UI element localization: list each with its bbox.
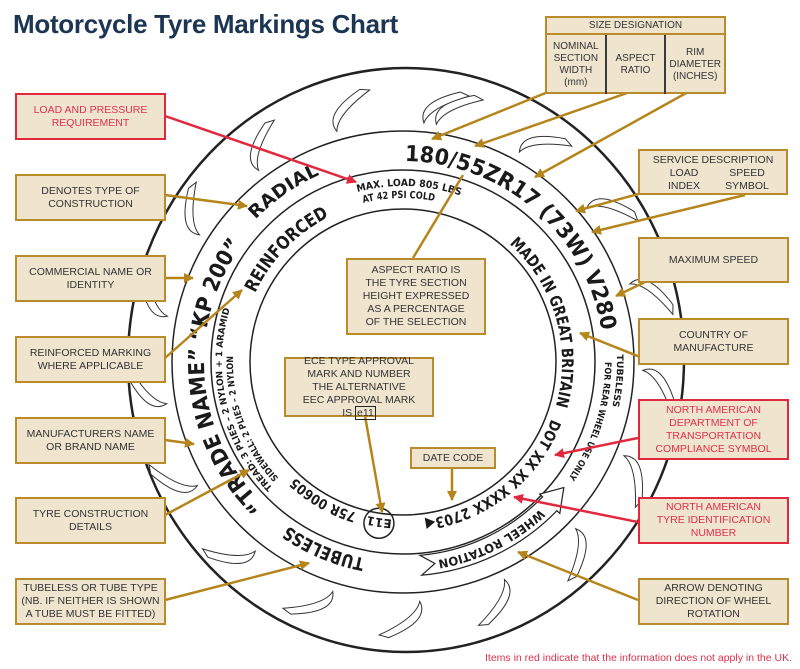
size-col-width: NOMINAL SECTION WIDTH (mm) <box>547 35 607 94</box>
leader-ece <box>363 415 386 513</box>
leader-construction-type <box>164 193 248 210</box>
box-construction-type: DENOTES TYPE OF CONSTRUCTION <box>15 174 166 221</box>
box-max-speed: MAXIMUM SPEED <box>638 237 789 283</box>
footnote: Items in red indicate that the informati… <box>484 652 792 664</box>
tread-groove <box>201 547 257 564</box>
box-label: MAXIMUM SPEED <box>668 253 759 266</box>
leader-manufacturer <box>164 437 195 448</box>
tread-groove <box>477 578 511 627</box>
tread-groove <box>628 279 674 316</box>
box-tyre-id: NORTH AMERICAN TYRE IDENTIFICATION NUMBE… <box>638 497 789 544</box>
leader-dot <box>554 436 639 459</box>
box-label: ASPECT RATIO IS THE TYRE SECTION HEIGHT … <box>362 264 470 328</box>
box-label: TUBELESS OR TUBE TYPE (NB. IF NEITHER IS… <box>21 582 160 620</box>
col-label: NOMINAL SECTION WIDTH (mm) <box>553 40 599 88</box>
leader-lines <box>164 90 746 602</box>
col-label: ASPECT RATIO <box>615 52 656 76</box>
size-col-aspect: ASPECT RATIO <box>607 35 667 94</box>
red-leader-lines <box>164 114 639 524</box>
leader-aspect <box>474 90 631 148</box>
box-label: NORTH AMERICAN TYRE IDENTIFICATION NUMBE… <box>656 501 771 539</box>
leader-country <box>579 331 641 359</box>
size-designation-title: SIZE DESIGNATION <box>547 18 724 35</box>
speed-symbol-label: SPEED SYMBOL <box>725 167 769 192</box>
box-label: LOAD AND PRESSURE REQUIREMENT <box>33 103 148 129</box>
box-construction-details: TYRE CONSTRUCTION DETAILS <box>15 497 166 544</box>
tread-groove <box>422 91 471 125</box>
box-rotation: ARROW DENOTING DIRECTION OF WHEEL ROTATI… <box>638 578 789 625</box>
tread-groove <box>377 599 423 639</box>
leader-construction-details <box>164 468 250 517</box>
leader-speed-symbol <box>591 193 746 235</box>
box-manufacturer: MANUFACTURERS NAME OR BRAND NAME <box>15 417 166 464</box>
ece-text: ECE TYPE APPROVAL MARK AND NUMBER THE AL… <box>302 354 416 419</box>
box-date-code: DATE CODE <box>410 447 496 469</box>
leader-reinforced <box>164 289 243 359</box>
tread-grooves <box>126 88 677 639</box>
e11-text: E11 <box>365 513 392 531</box>
box-label: ECE TYPE APPROVAL MARK AND NUMBER THE AL… <box>300 355 418 420</box>
tread-groove <box>184 181 201 236</box>
size-col-rim: RIM DIAMETER (INCHES) <box>666 35 724 94</box>
leader-aspect-note <box>411 174 465 259</box>
leader-max-speed <box>615 280 646 298</box>
leader-rotation <box>517 550 639 602</box>
box-label: DENOTES TYPE OF CONSTRUCTION <box>41 184 140 210</box>
col-label: RIM DIAMETER (INCHES) <box>669 46 722 82</box>
box-label: DATE CODE <box>422 451 484 464</box>
leader-tin <box>513 493 639 524</box>
box-label: NORTH AMERICAN DEPARTMENT OF TRANSPORTAT… <box>655 403 772 455</box>
box-label: REINFORCED MARKING WHERE APPLICABLE <box>29 346 152 372</box>
sidewall-middle-ring <box>210 169 596 555</box>
page-title: Motorcycle Tyre Markings Chart <box>13 9 398 39</box>
tread-groove <box>281 590 334 615</box>
box-aspect-ratio-note: ASPECT RATIO IS THE TYRE SECTION HEIGHT … <box>346 258 486 335</box>
leader-rim <box>534 90 689 179</box>
tread-groove <box>435 94 485 126</box>
tread-groove <box>249 119 276 172</box>
box-label: TYRE CONSTRUCTION DETAILS <box>32 507 149 533</box>
box-country: COUNTRY OF MANUFACTURE <box>638 318 789 365</box>
tread-groove <box>566 527 587 582</box>
box-tubeless: TUBELESS OR TUBE TYPE (NB. IF NEITHER IS… <box>15 578 166 625</box>
load-index-label: LOAD INDEX <box>667 167 701 192</box>
box-label: COMMERCIAL NAME OR IDENTITY <box>29 265 152 291</box>
box-dot-symbol: NORTH AMERICAN DEPARTMENT OF TRANSPORTAT… <box>638 399 789 460</box>
box-load-pressure: LOAD AND PRESSURE REQUIREMENT <box>15 93 166 140</box>
service-title: SERVICE DESCRIPTION <box>652 154 774 166</box>
tread-groove <box>148 463 199 493</box>
box-ece-approval: ECE TYPE APPROVAL MARK AND NUMBER THE AL… <box>284 355 434 420</box>
box-reinforced: REINFORCED MARKING WHERE APPLICABLE <box>15 336 166 383</box>
box-size-designation: SIZE DESIGNATION NOMINAL SECTION WIDTH (… <box>545 16 726 94</box>
tread-groove <box>332 88 371 133</box>
box-label: COUNTRY OF MANUFACTURE <box>673 328 754 354</box>
e11-marking: E11 <box>365 513 392 531</box>
leader-load-index <box>575 191 643 214</box>
rim-inner-ring <box>249 208 557 516</box>
box-label: ARROW DENOTING DIRECTION OF WHEEL ROTATI… <box>655 582 772 620</box>
wheel-rotation-arrow <box>417 486 565 576</box>
box-label: MANUFACTURERS NAME OR BRAND NAME <box>26 427 155 453</box>
tread-groove <box>518 135 573 154</box>
box-service-description: SERVICE DESCRIPTION LOAD INDEX SPEED SYM… <box>638 149 788 195</box>
leader-load-pressure <box>164 114 357 184</box>
e11-mark: e11 <box>355 405 376 420</box>
leader-section-width <box>431 90 549 141</box>
leader-tubeless <box>164 560 310 602</box>
box-commercial-name: COMMERCIAL NAME OR IDENTITY <box>15 255 166 302</box>
